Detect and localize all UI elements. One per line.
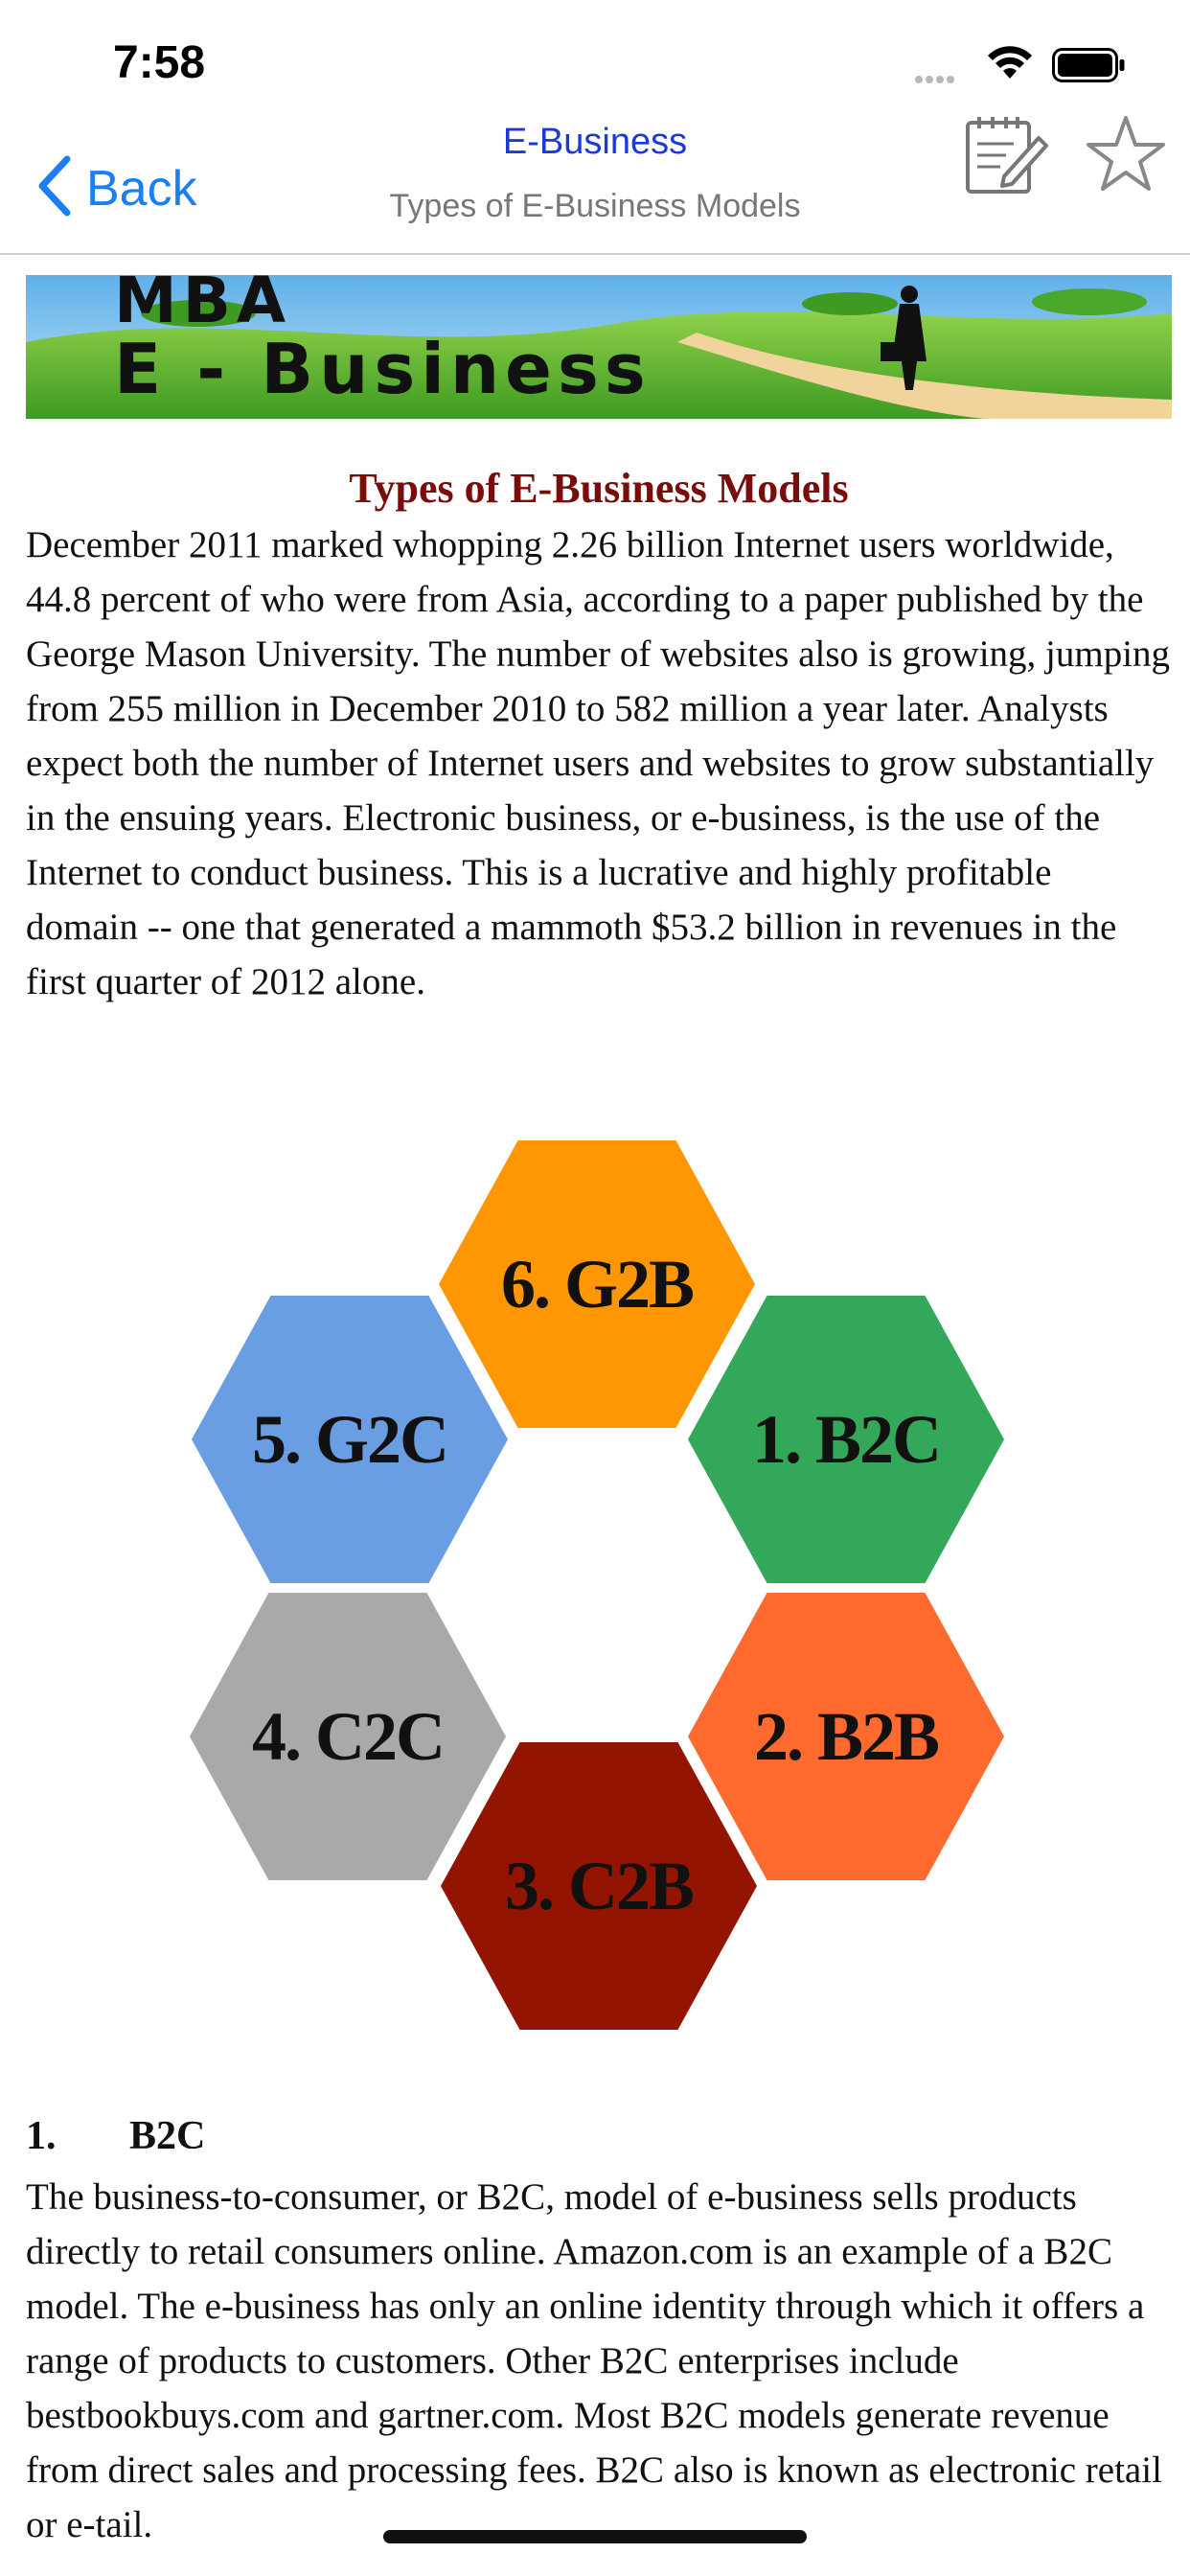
hexagon-label: 6. G2B (500, 1245, 695, 1322)
mba-ebusiness-banner: MBA E - Business (26, 275, 1172, 419)
hexagon-label: 4. C2C (252, 1697, 446, 1775)
article-intro: December 2011 marked whopping 2.26 billi… (26, 524, 1171, 1002)
hexagon-label: 3. C2B (504, 1847, 695, 1924)
section-number: 1. (26, 2114, 57, 2158)
hexagon-c2b: 3. C2B (441, 1742, 757, 2030)
section-heading-b2c: 1. B2C (26, 2113, 205, 2159)
status-bar: 7:58 (0, 0, 1190, 125)
notes-button[interactable] (962, 113, 1048, 200)
back-label: Back (86, 160, 197, 217)
back-button[interactable]: Back (34, 155, 197, 221)
article-title: Types of E-Business Models (349, 465, 849, 512)
section-body-b2c: The business-to-consumer, or B2C, model … (26, 2176, 1162, 2545)
wifi-icon (985, 44, 1035, 85)
status-time: 7:58 (113, 37, 206, 88)
hexagon-c2c: 4. C2C (190, 1593, 506, 1880)
favorite-button[interactable] (1085, 113, 1167, 198)
home-indicator[interactable] (383, 2530, 807, 2543)
hexagon-b2b: 2. B2B (688, 1593, 1004, 1880)
notepad-pencil-icon (962, 117, 1048, 199)
hexagon-b2c: 1. B2C (688, 1296, 1004, 1583)
navigation-bar: Back E-Business Types of E-Business Mode… (0, 105, 1190, 255)
hexagon-label: 1. B2C (751, 1400, 942, 1478)
hexagon-g2c: 5. G2C (192, 1296, 508, 1583)
nav-subtitle: Types of E-Business Models (389, 188, 801, 224)
ebusiness-models-diagram: 6. G2B 5. G2C 1. B2C 4. C2C 2. B2B 3. C2… (182, 1140, 1025, 2051)
hexagon-label: 2. B2B (753, 1697, 940, 1775)
banner-line1: MBA (114, 275, 292, 337)
star-outline-icon (1085, 116, 1167, 197)
hexagon-g2b: 6. G2B (439, 1140, 755, 1428)
battery-icon (1052, 48, 1127, 87)
hexagon-label: 5. G2C (252, 1400, 449, 1478)
chevron-left-icon (34, 155, 73, 221)
banner-line2: E - Business (114, 329, 652, 409)
cellular-signal-icon (915, 71, 957, 88)
section-title: B2C (129, 2114, 206, 2158)
nav-title: E-Business (502, 122, 688, 162)
article-content: Types of E-Business Models December 2011… (26, 460, 1172, 1009)
